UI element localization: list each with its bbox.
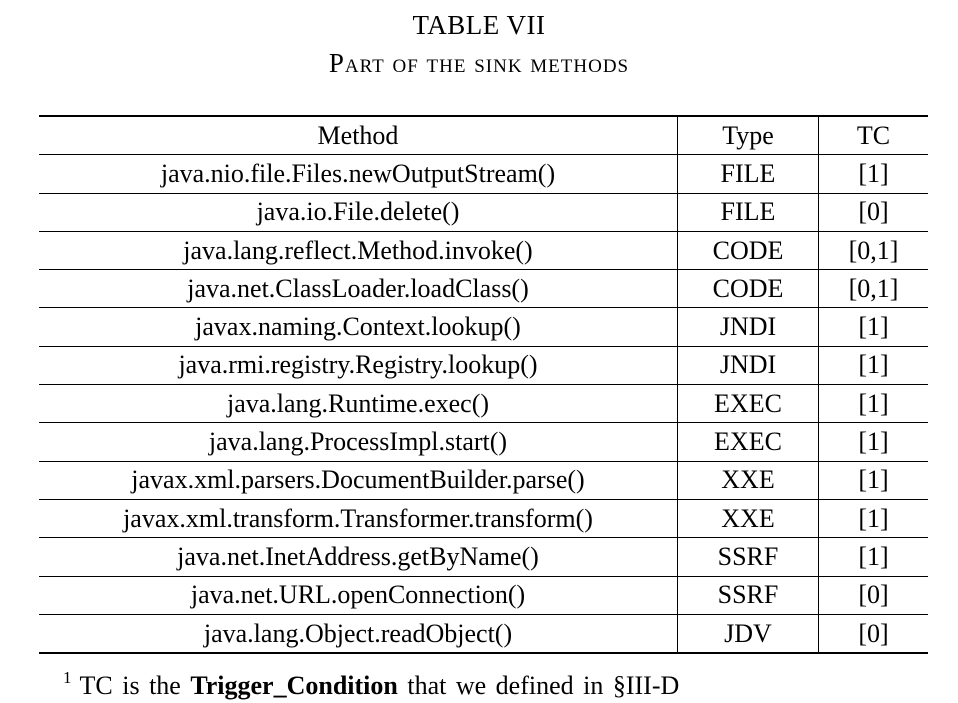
table-row: javax.xml.transform.Transformer.transfor… xyxy=(39,498,928,538)
cell-tc: [0] xyxy=(818,575,928,615)
cell-method: java.lang.reflect.Method.invoke() xyxy=(39,230,678,270)
table-row: java.lang.ProcessImpl.start() EXEC [1] xyxy=(39,422,928,462)
footnote-term: Trigger_Condition xyxy=(190,671,398,700)
footnote-text-after: that we defined in §III-D xyxy=(407,671,680,700)
table-row: java.net.ClassLoader.loadClass() CODE [0… xyxy=(39,269,928,308)
footnote-text-before: TC is the xyxy=(79,671,181,700)
cell-method: java.nio.file.Files.newOutputStream() xyxy=(39,154,678,194)
cell-tc: [1] xyxy=(818,307,928,347)
cell-type: JNDI xyxy=(677,307,819,347)
table-row: java.lang.Runtime.exec() EXEC [1] xyxy=(39,384,928,423)
cell-method: java.lang.ProcessImpl.start() xyxy=(39,422,678,462)
cell-tc: [1] xyxy=(818,345,928,385)
cell-type: EXEC xyxy=(677,422,819,462)
table-row: java.net.URL.openConnection() SSRF [0] xyxy=(39,575,928,615)
cell-tc: [1] xyxy=(818,537,928,577)
table-caption-title: Part of the sink methods xyxy=(328,48,630,78)
cell-tc: [1] xyxy=(818,384,928,423)
cell-tc: [0,1] xyxy=(818,269,928,308)
cell-tc: [0] xyxy=(818,613,928,654)
cell-type: XXE xyxy=(677,498,819,538)
cell-method: java.lang.Object.readObject() xyxy=(39,613,678,654)
table-row: javax.xml.parsers.DocumentBuilder.parse(… xyxy=(39,460,928,500)
column-header-tc: TC xyxy=(856,120,891,150)
cell-method: java.lang.Runtime.exec() xyxy=(39,384,678,423)
cell-type: EXEC xyxy=(677,384,819,423)
cell-type: JDV xyxy=(677,613,819,654)
cell-type: XXE xyxy=(677,460,819,500)
table-row: javax.naming.Context.lookup() JNDI [1] xyxy=(39,307,928,347)
cell-type: JNDI xyxy=(677,345,819,385)
sink-methods-table: Method Type TC java.nio.file.Files.newOu… xyxy=(39,115,928,655)
cell-method: javax.naming.Context.lookup() xyxy=(39,307,678,347)
table-header-row: Method Type TC xyxy=(39,116,928,155)
cell-tc: [0,1] xyxy=(818,230,928,270)
table-row: java.net.InetAddress.getByName() SSRF [1… xyxy=(39,537,928,577)
cell-tc: [1] xyxy=(818,460,928,500)
table-row: java.io.File.delete() FILE [0] xyxy=(39,192,928,232)
cell-method: javax.xml.parsers.DocumentBuilder.parse(… xyxy=(39,460,678,500)
column-header-type: Type xyxy=(677,116,819,155)
cell-type: SSRF xyxy=(677,537,819,577)
table-row: java.lang.Object.readObject() JDV [0] xyxy=(39,613,928,654)
cell-type: CODE xyxy=(677,269,819,308)
cell-method: java.rmi.registry.Registry.lookup() xyxy=(39,345,678,385)
table-row: java.nio.file.Files.newOutputStream() FI… xyxy=(39,154,928,194)
cell-tc: [0] xyxy=(818,192,928,232)
cell-type: SSRF xyxy=(677,575,819,615)
cell-tc: [1] xyxy=(818,422,928,462)
column-header-method: Method xyxy=(39,116,678,155)
table-row: java.lang.reflect.Method.invoke() CODE [… xyxy=(39,230,928,270)
cell-method: java.net.ClassLoader.loadClass() xyxy=(39,269,678,308)
table-footnote: 1 TC is the Trigger_Condition that we def… xyxy=(63,661,679,703)
cell-type: FILE xyxy=(677,192,819,232)
table-caption-number: TABLE VII xyxy=(412,10,546,40)
cell-tc: [1] xyxy=(818,154,928,194)
cell-method: java.net.URL.openConnection() xyxy=(39,575,678,615)
cell-type: CODE xyxy=(677,230,819,270)
cell-method: java.io.File.delete() xyxy=(39,192,678,232)
cell-type: FILE xyxy=(677,154,819,194)
table-row: java.rmi.registry.Registry.lookup() JNDI… xyxy=(39,345,928,385)
table-body: java.nio.file.Files.newOutputStream() FI… xyxy=(39,154,928,654)
cell-method: java.net.InetAddress.getByName() xyxy=(39,537,678,577)
cell-method: javax.xml.transform.Transformer.transfor… xyxy=(39,498,678,538)
footnote-marker: 1 xyxy=(63,668,72,687)
cell-tc: [1] xyxy=(818,498,928,538)
